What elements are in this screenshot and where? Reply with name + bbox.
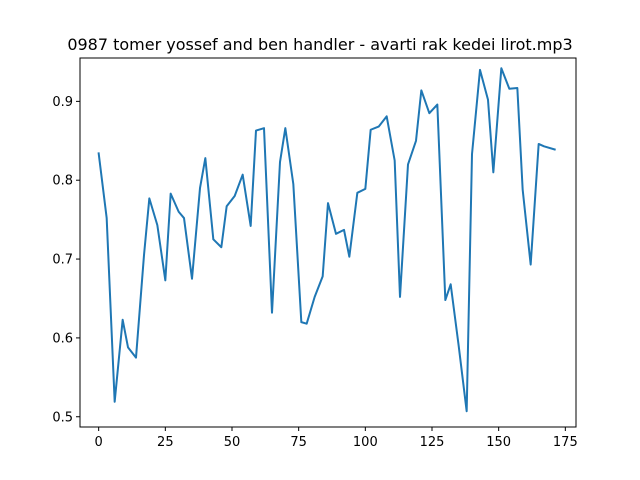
y-tick-label: 0.5 xyxy=(52,410,73,425)
x-tick-label: 125 xyxy=(420,435,445,450)
x-axis: 0 25 50 75 100 125 150 175 xyxy=(95,427,578,450)
series-line xyxy=(97,67,556,413)
x-tick-label: 0 xyxy=(95,435,103,450)
x-tick-label: 25 xyxy=(157,435,174,450)
y-axis: 0.5 0.6 0.7 0.8 0.9 xyxy=(52,95,80,425)
x-tick-label: 75 xyxy=(290,435,307,450)
axes-frame xyxy=(79,57,577,428)
chart-title: 0987 tomer yossef and ben handler - avar… xyxy=(67,35,572,54)
y-tick-label: 0.6 xyxy=(52,331,73,346)
x-tick-label: 150 xyxy=(486,435,511,450)
x-tick-label: 175 xyxy=(553,435,578,450)
x-tick-label: 100 xyxy=(353,435,378,450)
y-tick-label: 0.9 xyxy=(52,95,73,110)
y-tick-label: 0.7 xyxy=(52,253,73,268)
y-tick-label: 0.8 xyxy=(52,174,73,189)
x-tick-label: 50 xyxy=(224,435,241,450)
